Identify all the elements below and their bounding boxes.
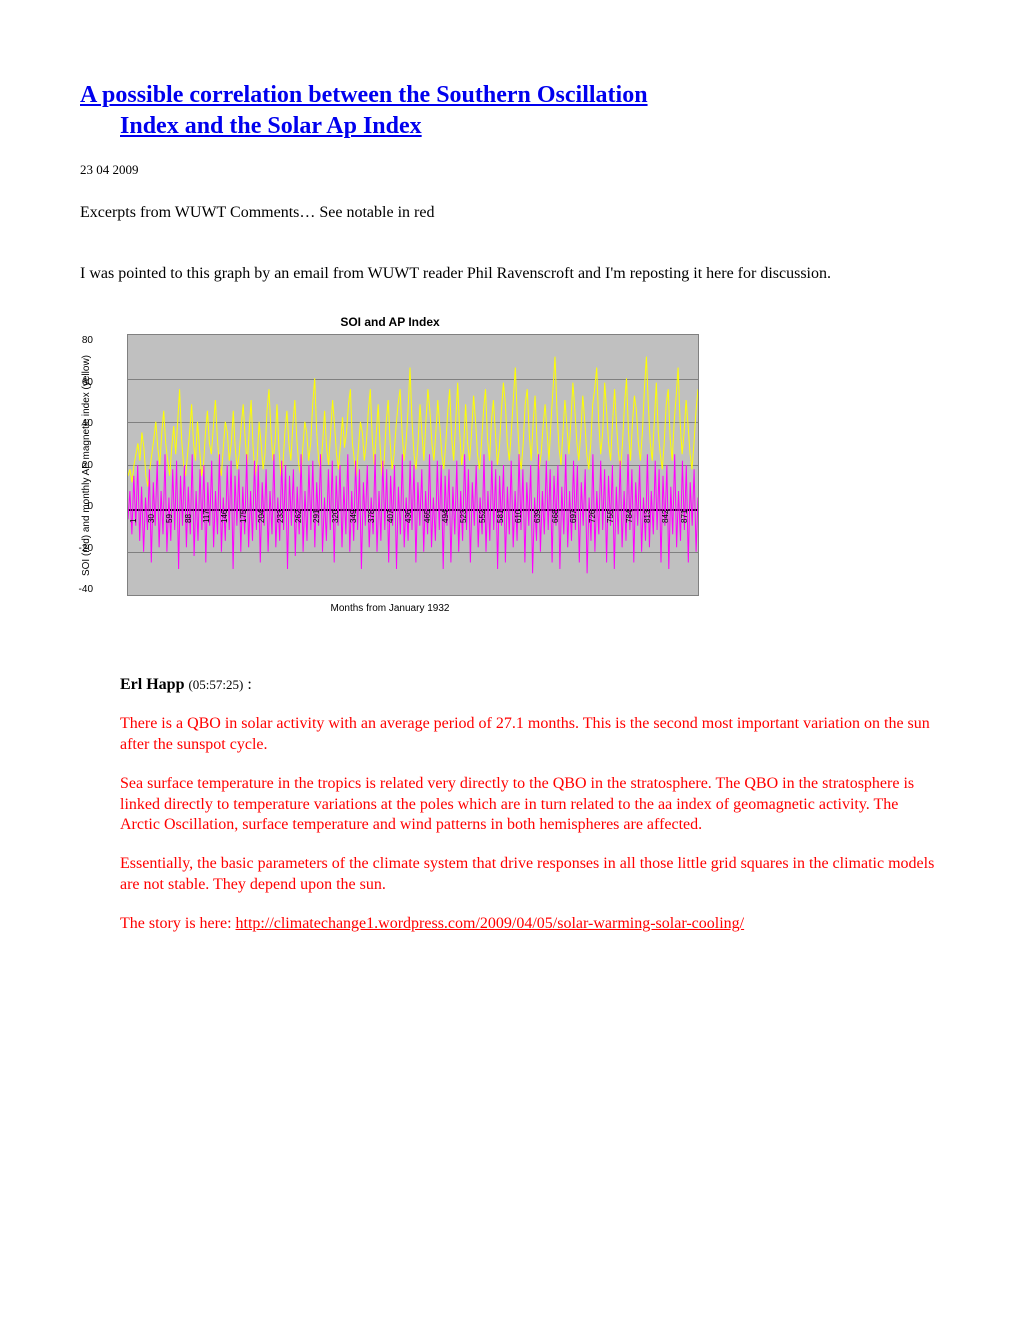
x-axis-label: Months from January 1932 xyxy=(80,602,700,615)
comment-p4-prefix: The story is here: xyxy=(120,915,236,932)
post-date: 23 04 2009 xyxy=(80,162,940,179)
comment-p1: There is a QBO in solar activity with an… xyxy=(120,714,940,756)
chart-svg xyxy=(128,335,698,595)
comment-p4: The story is here: http://climatechange1… xyxy=(120,914,940,935)
ytick: 80 xyxy=(67,334,93,347)
page-title: A possible correlation between the South… xyxy=(80,80,940,142)
comment-block: Erl Happ (05:57:25) : There is a QBO in … xyxy=(120,675,940,934)
comment-author: Erl Happ xyxy=(120,676,184,693)
title-link[interactable]: A possible correlation between the South… xyxy=(80,82,940,142)
chart-area: 80 60 40 20 0 -20 -40 130598811714617520… xyxy=(97,334,699,596)
ytick: 40 xyxy=(67,417,93,430)
ytick: 20 xyxy=(67,459,93,472)
comment-p2: Sea surface temperature in the tropics i… xyxy=(120,774,940,836)
plot-box: 1305988117146175204233262291320349378407… xyxy=(127,334,699,596)
ytick: 60 xyxy=(67,376,93,389)
ytick: -20 xyxy=(67,542,93,555)
y-ticks: 80 60 40 20 0 -20 -40 xyxy=(67,334,93,596)
comment-header: Erl Happ (05:57:25) : xyxy=(120,675,940,696)
comment-timestamp: (05:57:25) xyxy=(188,677,243,692)
body-text: I was pointed to this graph by an email … xyxy=(80,264,940,285)
intro-text: Excerpts from WUWT Comments… See notable… xyxy=(80,203,940,224)
title-line2: Index and the Solar Ap Index xyxy=(80,111,940,142)
comment-p3: Essentially, the basic parameters of the… xyxy=(120,854,940,896)
ytick: 0 xyxy=(67,500,93,513)
comment-colon: : xyxy=(243,676,251,693)
comment-link[interactable]: http://climatechange1.wordpress.com/2009… xyxy=(236,915,745,932)
chart-container: SOI and AP Index SOI (red) and monthly A… xyxy=(80,315,940,616)
title-line1: A possible correlation between the South… xyxy=(80,82,648,108)
ytick: -40 xyxy=(67,583,93,596)
chart-title: SOI and AP Index xyxy=(80,315,700,331)
